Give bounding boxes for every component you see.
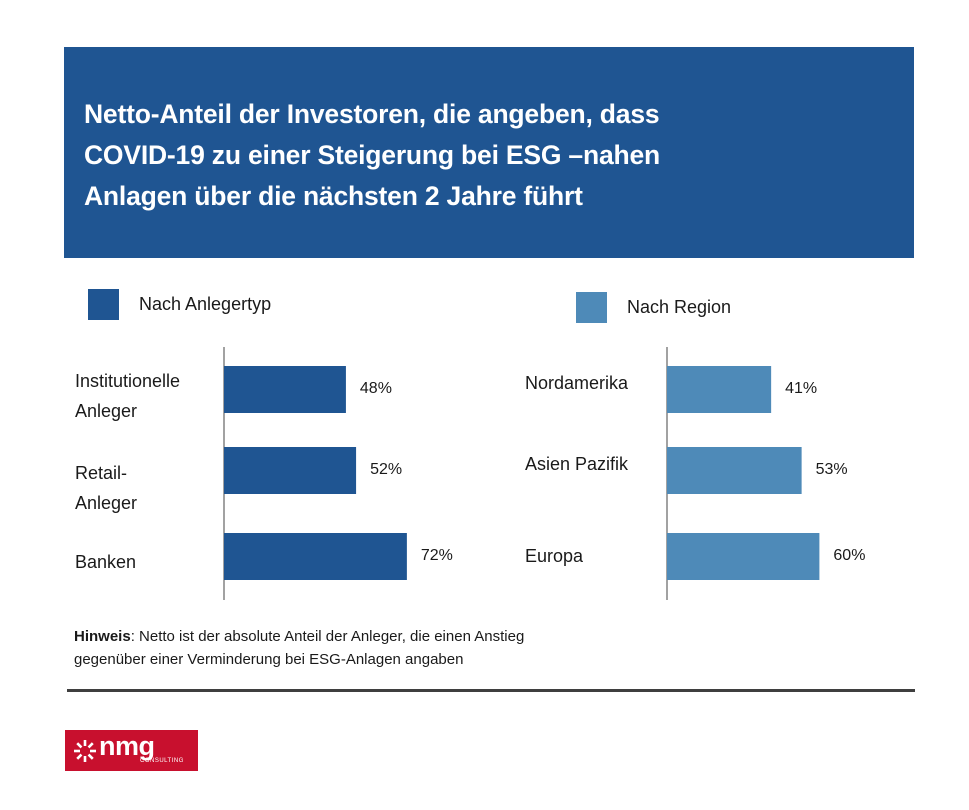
title-line-2: COVID-19 zu einer Steigerung bei ESG –na… <box>84 140 661 170</box>
bar-anlegertyp-0 <box>224 366 346 413</box>
category-label-region-2: Europa <box>525 546 584 566</box>
bar-anlegertyp-2 <box>224 533 407 580</box>
data-label-region-0: 41% <box>785 380 817 397</box>
category-label-region-1: Asien Pazifik <box>525 454 629 474</box>
legend-label-region: Nach Region <box>627 297 732 317</box>
footnote-text-1: : Netto ist der absolute Anteil der Anle… <box>130 628 525 645</box>
category-label-anlegertyp-0: Institutionelle Anleger <box>75 371 181 421</box>
legend-anlegertyp: Nach Anlegertyp <box>88 289 271 320</box>
legend-region: Nach Region <box>576 292 731 323</box>
title-banner: Netto-Anteil der Investoren, die angeben… <box>64 47 914 258</box>
data-label-anlegertyp-0: 48% <box>360 380 392 397</box>
divider <box>67 689 915 692</box>
footnote-text-2: gegenüber einer Verminderung bei ESG-Anl… <box>74 651 464 668</box>
data-label-anlegertyp-2: 72% <box>421 547 453 564</box>
nmg-logo: nmg CONSULTING <box>65 730 198 771</box>
category-label-region-0: Nordamerika <box>525 373 629 393</box>
category-label-anlegertyp-2: Banken <box>75 552 137 572</box>
bar-region-0 <box>667 366 772 413</box>
category-label-anlegertyp-1: Retail- Anleger <box>75 463 138 513</box>
bar-region-1 <box>667 447 802 494</box>
bar-region-2 <box>667 533 820 580</box>
logo-sub: CONSULTING <box>140 758 184 764</box>
legend-swatch-region <box>576 292 607 323</box>
title-line-3: Anlagen über die nächsten 2 Jahre führt <box>84 181 583 211</box>
data-label-region-2: 60% <box>833 547 865 564</box>
legend-label-anlegertyp: Nach Anlegertyp <box>139 294 272 314</box>
title-line-1: Netto-Anteil der Investoren, die angeben… <box>84 99 660 129</box>
data-label-anlegertyp-1: 52% <box>370 461 402 478</box>
legend-swatch-anlegertyp <box>88 289 119 320</box>
chart-title: Netto-Anteil der Investoren, die angeben… <box>84 94 894 217</box>
footnote: Hinweis: Netto ist der absolute Anteil d… <box>74 625 674 671</box>
logo-burst-icon <box>74 739 96 762</box>
footnote-label: Hinweis <box>74 628 131 645</box>
logo-brand: nmg <box>99 731 155 761</box>
data-label-region-1: 53% <box>816 461 848 478</box>
bar-anlegertyp-1 <box>224 447 357 494</box>
